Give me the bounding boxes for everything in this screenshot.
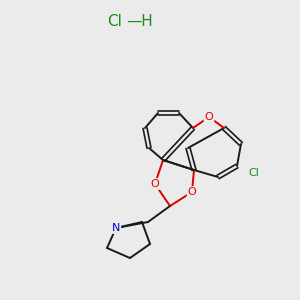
Text: O: O xyxy=(188,187,196,197)
Text: N: N xyxy=(112,223,120,233)
Text: —H: —H xyxy=(126,14,153,29)
Text: Cl: Cl xyxy=(107,14,122,29)
Text: O: O xyxy=(151,179,159,189)
Text: Cl: Cl xyxy=(248,168,259,178)
Text: O: O xyxy=(205,112,213,122)
